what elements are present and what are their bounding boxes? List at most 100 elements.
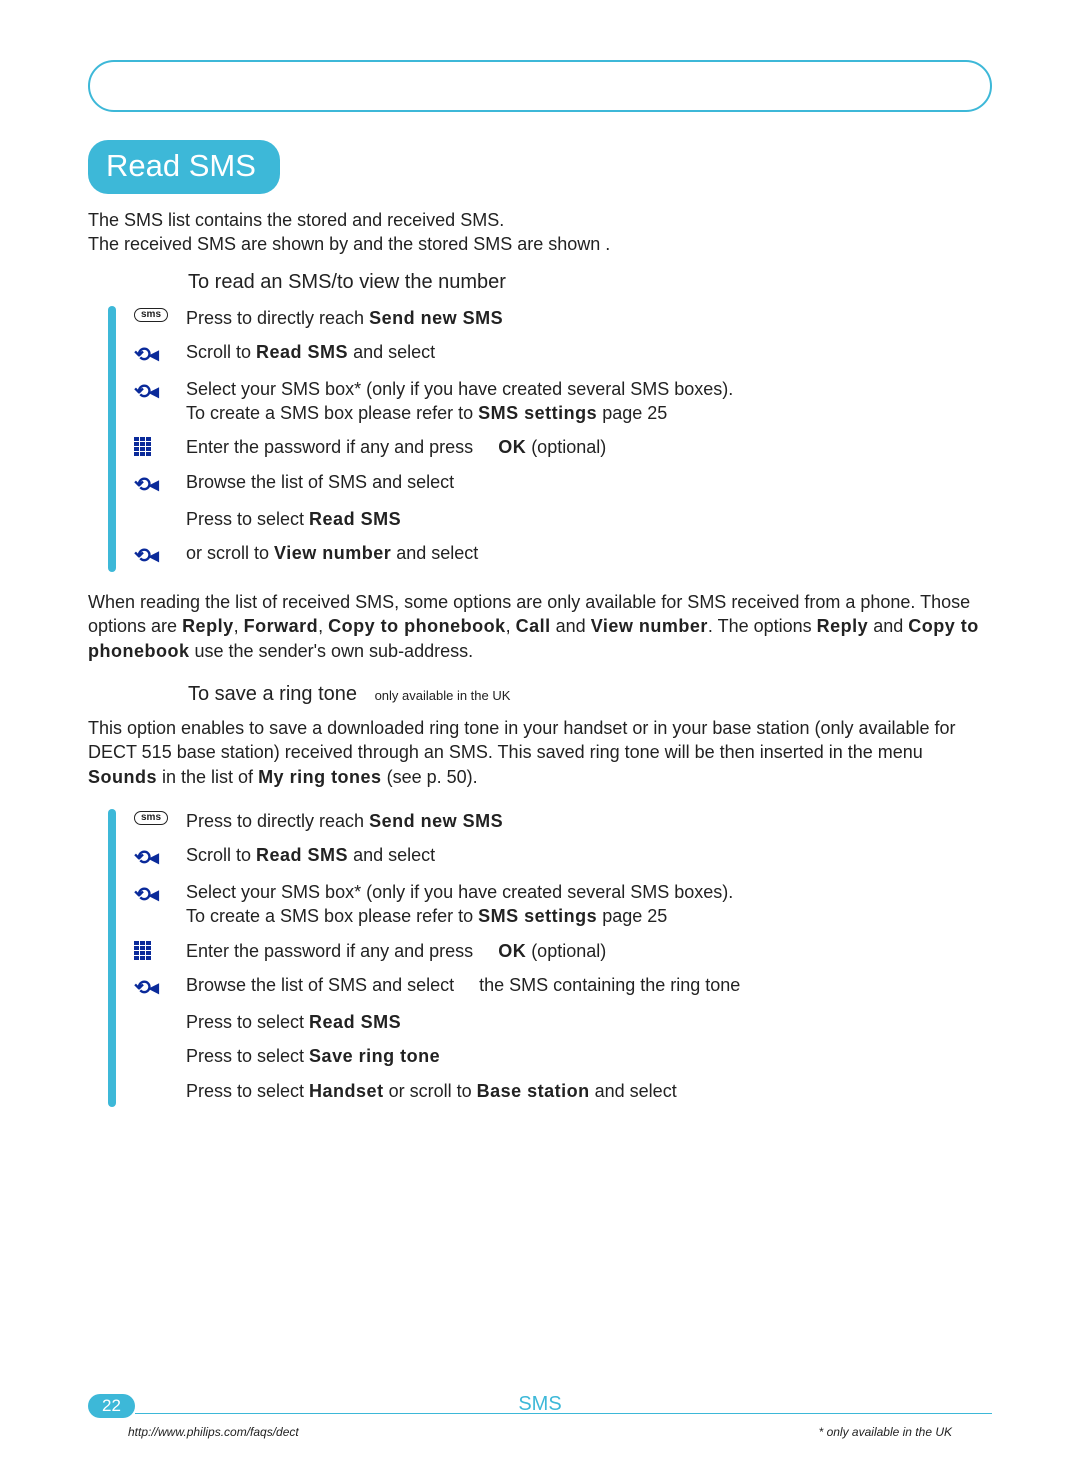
step-row: Press to select Read SMS [134, 507, 992, 531]
step-text-bold: OK [498, 437, 526, 457]
step-text: Browse the list of SMS and select [186, 472, 454, 492]
step-text-bold: View number [274, 543, 391, 563]
footer-title: SMS [88, 1393, 992, 1416]
step-row: sms Press to directly reach Send new SMS [134, 306, 992, 330]
step-text-bold: Base station [477, 1081, 590, 1101]
steps-block-1: sms Press to directly reach Send new SMS… [88, 306, 992, 572]
sms-key-icon: sms [134, 811, 168, 825]
step-text: or scroll to [384, 1081, 477, 1101]
para-text: and [868, 616, 908, 636]
step-text: Browse the list of SMS and select [186, 975, 459, 995]
step-row: ⟲◂ or scroll to View number and select [134, 541, 992, 568]
step-text: page 25 [597, 906, 667, 926]
step-text: Select your SMS box* (only if you have c… [186, 379, 733, 399]
top-rounded-frame [88, 60, 992, 112]
section-heading-read-sms: Read SMS [88, 140, 280, 194]
step-row: Enter the password if any and press OK (… [134, 435, 992, 459]
intro-text: The SMS list contains the stored and rec… [88, 208, 992, 257]
steps-block-2: sms Press to directly reach Send new SMS… [88, 809, 992, 1107]
step-text: and select [590, 1081, 677, 1101]
step-text: Enter the password if any and press [186, 941, 478, 961]
step-text: and select [348, 845, 435, 865]
scroll-icon: ⟲◂ [134, 975, 157, 1000]
para-bold: Reply [817, 616, 869, 636]
step-text: To create a SMS box please refer to [186, 906, 478, 926]
para-bold: Copy to phonebook [328, 616, 505, 636]
para-text: (see p. 50). [382, 767, 478, 787]
scroll-icon: ⟲◂ [134, 845, 157, 870]
step-text: or scroll to [186, 543, 274, 563]
step-text: (optional) [526, 437, 606, 457]
step-text-bold: Read SMS [256, 342, 348, 362]
scroll-icon: ⟲◂ [134, 342, 157, 367]
para-bold: My ring tones [258, 767, 382, 787]
para-text: . The options [708, 616, 817, 636]
ringtone-paragraph: This option enables to save a downloaded… [88, 716, 992, 789]
step-text-bold: Read SMS [309, 1012, 401, 1032]
para-bold: Forward [244, 616, 319, 636]
para-text: and [551, 616, 591, 636]
step-row: ⟲◂ Scroll to Read SMS and select [134, 843, 992, 870]
step-text: Press to select [186, 1012, 309, 1032]
step-text-bold: Send new SMS [369, 308, 503, 328]
intro-line1: The SMS list contains the stored and rec… [88, 210, 504, 230]
step-row: Press to select Handset or scroll to Bas… [134, 1079, 992, 1103]
keypad-icon [134, 437, 151, 456]
step-text: and select [391, 543, 478, 563]
ringtone-note: only available in the UK [375, 688, 511, 703]
middle-paragraph: When reading the list of received SMS, s… [88, 590, 992, 663]
step-text-bold: SMS settings [478, 906, 597, 926]
intro-line2c: . [605, 234, 610, 254]
steps-rail [108, 809, 116, 1107]
page-footer: 22 SMS http://www.philips.com/faqs/dect … [88, 1391, 992, 1439]
step-row: Enter the password if any and press OK (… [134, 939, 992, 963]
step-text-bold: Send new SMS [369, 811, 503, 831]
step-text: the SMS containing the ring tone [479, 975, 740, 995]
intro-line2a: The received SMS are shown by [88, 234, 353, 254]
intro-line2b: and the stored SMS are shown [353, 234, 605, 254]
para-text: , [318, 616, 328, 636]
step-text: Press to select [186, 509, 309, 529]
step-text: and select [348, 342, 435, 362]
ringtone-title: To save a ring tone [188, 683, 357, 705]
footer-url: http://www.philips.com/faqs/dect [128, 1425, 299, 1439]
para-text: use the sender's own sub-address. [190, 641, 474, 661]
step-row: Press to select Read SMS [134, 1010, 992, 1034]
steps-rail [108, 306, 116, 572]
step-row: sms Press to directly reach Send new SMS [134, 809, 992, 833]
step-text-bold: Save ring tone [309, 1046, 440, 1066]
step-row: ⟲◂ Select your SMS box* (only if you hav… [134, 377, 992, 426]
step-text-bold: Read SMS [309, 509, 401, 529]
step-text: Enter the password if any and press [186, 437, 478, 457]
para-bold: Reply [182, 616, 234, 636]
step-text: Press to directly reach [186, 811, 369, 831]
step-text-bold: Handset [309, 1081, 384, 1101]
keypad-icon [134, 941, 151, 960]
step-row: ⟲◂ Browse the list of SMS and select the… [134, 973, 992, 1000]
subheading-read-sms: To read an SMS/to view the number [188, 271, 992, 294]
step-text: Press to select [186, 1046, 309, 1066]
step-text: To create a SMS box please refer to [186, 403, 478, 423]
scroll-icon: ⟲◂ [134, 379, 157, 404]
step-text: Scroll to [186, 845, 256, 865]
step-text: (optional) [526, 941, 606, 961]
step-text: Scroll to [186, 342, 256, 362]
para-text: This option enables to save a downloaded… [88, 718, 956, 762]
sms-key-icon: sms [134, 308, 168, 322]
step-row: ⟲◂ Browse the list of SMS and select [134, 470, 992, 497]
manual-page: Read SMS The SMS list contains the store… [0, 0, 1080, 1479]
para-bold: View number [591, 616, 708, 636]
step-text-bold: OK [498, 941, 526, 961]
step-text: Press to directly reach [186, 308, 369, 328]
footer-note: * only available in the UK [819, 1425, 952, 1439]
scroll-icon: ⟲◂ [134, 543, 157, 568]
step-text-bold: SMS settings [478, 403, 597, 423]
step-row: Press to select Save ring tone [134, 1044, 992, 1068]
step-row: ⟲◂ Scroll to Read SMS and select [134, 340, 992, 367]
para-bold: Sounds [88, 767, 157, 787]
subheading-ringtone: To save a ring tone only available in th… [188, 683, 992, 706]
step-text: Select your SMS box* (only if you have c… [186, 882, 733, 902]
scroll-icon: ⟲◂ [134, 472, 157, 497]
step-row: ⟲◂ Select your SMS box* (only if you hav… [134, 880, 992, 929]
step-text: page 25 [597, 403, 667, 423]
